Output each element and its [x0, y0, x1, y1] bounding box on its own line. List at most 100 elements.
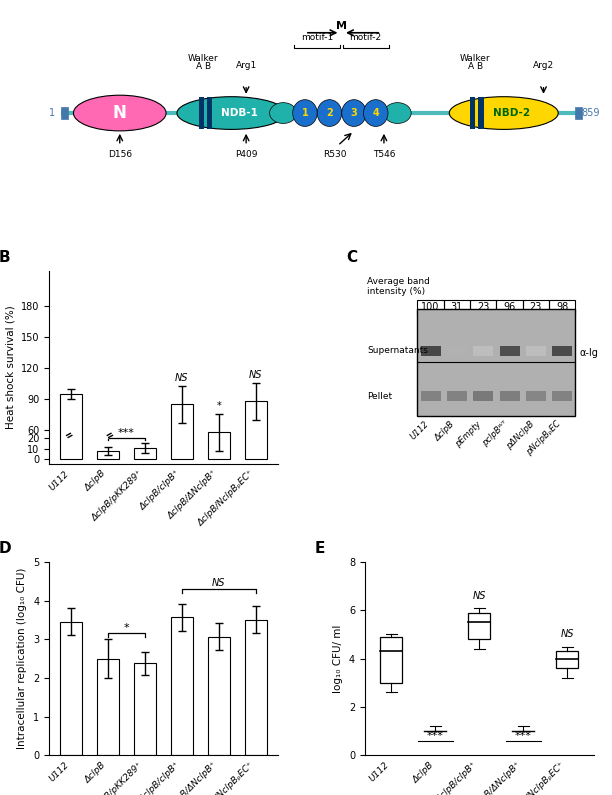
Text: NS: NS [249, 370, 263, 380]
Text: motif-2: motif-2 [349, 33, 381, 41]
Text: 3: 3 [351, 108, 357, 118]
Bar [60, 622, 82, 755]
Text: 1: 1 [302, 108, 308, 118]
Bar [171, 405, 193, 459]
Text: 100: 100 [422, 302, 440, 312]
Ellipse shape [449, 97, 558, 130]
Text: Supernatants: Supernatants [367, 347, 428, 355]
Text: Arg1: Arg1 [236, 61, 257, 70]
Ellipse shape [384, 103, 411, 123]
Bar [470, 97, 476, 130]
Text: 4: 4 [372, 108, 379, 118]
Bar [499, 346, 520, 355]
Bar [473, 391, 493, 401]
Text: D: D [0, 541, 11, 556]
Bar [199, 97, 204, 130]
Bar [207, 97, 212, 130]
Text: N: N [113, 104, 127, 122]
Text: R530: R530 [323, 150, 346, 159]
Text: A B: A B [196, 63, 211, 72]
Y-axis label: Intracellular replication (log₁₀ CFU): Intracellular replication (log₁₀ CFU) [17, 568, 28, 750]
Bar [470, 300, 496, 315]
Ellipse shape [293, 99, 317, 126]
Ellipse shape [341, 99, 366, 126]
Ellipse shape [317, 99, 341, 126]
Text: 1: 1 [48, 108, 54, 118]
Text: pclpBᵂᵀ: pclpBᵂᵀ [480, 420, 510, 448]
Text: ΔclpB: ΔclpB [434, 420, 457, 443]
Text: NS: NS [472, 591, 486, 601]
Text: 23: 23 [529, 302, 542, 312]
Text: D156: D156 [108, 150, 132, 159]
Bar [447, 391, 467, 401]
Ellipse shape [364, 99, 388, 126]
Text: motif-1: motif-1 [301, 33, 334, 41]
Text: 98: 98 [556, 302, 569, 312]
Bar [549, 300, 575, 315]
Bar [496, 300, 523, 315]
Bar [417, 309, 575, 416]
Bar [552, 346, 572, 355]
Text: intensity (%): intensity (%) [367, 287, 425, 296]
Bar [380, 637, 402, 683]
Text: *: * [217, 401, 221, 411]
Bar [420, 391, 441, 401]
Text: P409: P409 [235, 150, 258, 159]
Ellipse shape [269, 103, 297, 123]
Text: U112: U112 [408, 420, 431, 441]
Bar [526, 391, 546, 401]
Text: M: M [337, 21, 348, 31]
Ellipse shape [73, 95, 166, 131]
Text: Walker: Walker [460, 53, 491, 63]
Text: ***: *** [515, 731, 532, 741]
Bar [207, 432, 230, 459]
Text: pEmpty: pEmpty [454, 420, 483, 448]
Text: NDB-1: NDB-1 [221, 108, 258, 118]
Bar [523, 300, 549, 315]
Text: Walker: Walker [188, 53, 218, 63]
Text: NS: NS [561, 630, 574, 639]
Text: 859: 859 [581, 108, 600, 118]
Bar [245, 620, 267, 755]
Text: Average band: Average band [367, 277, 430, 286]
Text: 96: 96 [504, 302, 516, 312]
Bar [575, 107, 581, 119]
Bar [478, 97, 483, 130]
Text: Pellet: Pellet [367, 392, 392, 401]
Bar [420, 346, 441, 355]
Bar [60, 394, 82, 459]
Bar [556, 651, 578, 669]
Text: B: B [0, 250, 10, 265]
Text: T546: T546 [373, 150, 395, 159]
Text: NS: NS [212, 578, 225, 588]
Text: α-Ig: α-Ig [580, 347, 599, 358]
Text: 2: 2 [326, 108, 333, 118]
Text: E: E [315, 541, 325, 556]
Bar [97, 451, 119, 459]
Bar [552, 391, 572, 401]
Bar [447, 346, 467, 355]
Text: ***: *** [427, 731, 444, 741]
Text: pNclpBₚEC: pNclpBₚEC [524, 420, 562, 457]
Bar [473, 346, 493, 355]
Bar [171, 617, 193, 755]
Text: 31: 31 [451, 302, 463, 312]
Text: C: C [346, 250, 357, 265]
Text: 23: 23 [477, 302, 490, 312]
Bar [468, 613, 490, 639]
Y-axis label: Heat shock survival (%): Heat shock survival (%) [5, 305, 15, 429]
Ellipse shape [177, 97, 286, 130]
Bar [61, 107, 68, 119]
Text: NS: NS [175, 373, 188, 383]
Bar [417, 300, 444, 315]
Y-axis label: log₁₀ CFU/ ml: log₁₀ CFU/ ml [334, 624, 343, 692]
Bar [134, 663, 156, 755]
Bar [499, 391, 520, 401]
Text: NBD-2: NBD-2 [493, 108, 531, 118]
Text: *: * [124, 622, 129, 633]
Bar [207, 637, 230, 755]
Text: A B: A B [468, 63, 483, 72]
Bar [97, 658, 119, 755]
Text: pΔNclpB: pΔNclpB [504, 420, 536, 451]
Bar [245, 401, 267, 459]
